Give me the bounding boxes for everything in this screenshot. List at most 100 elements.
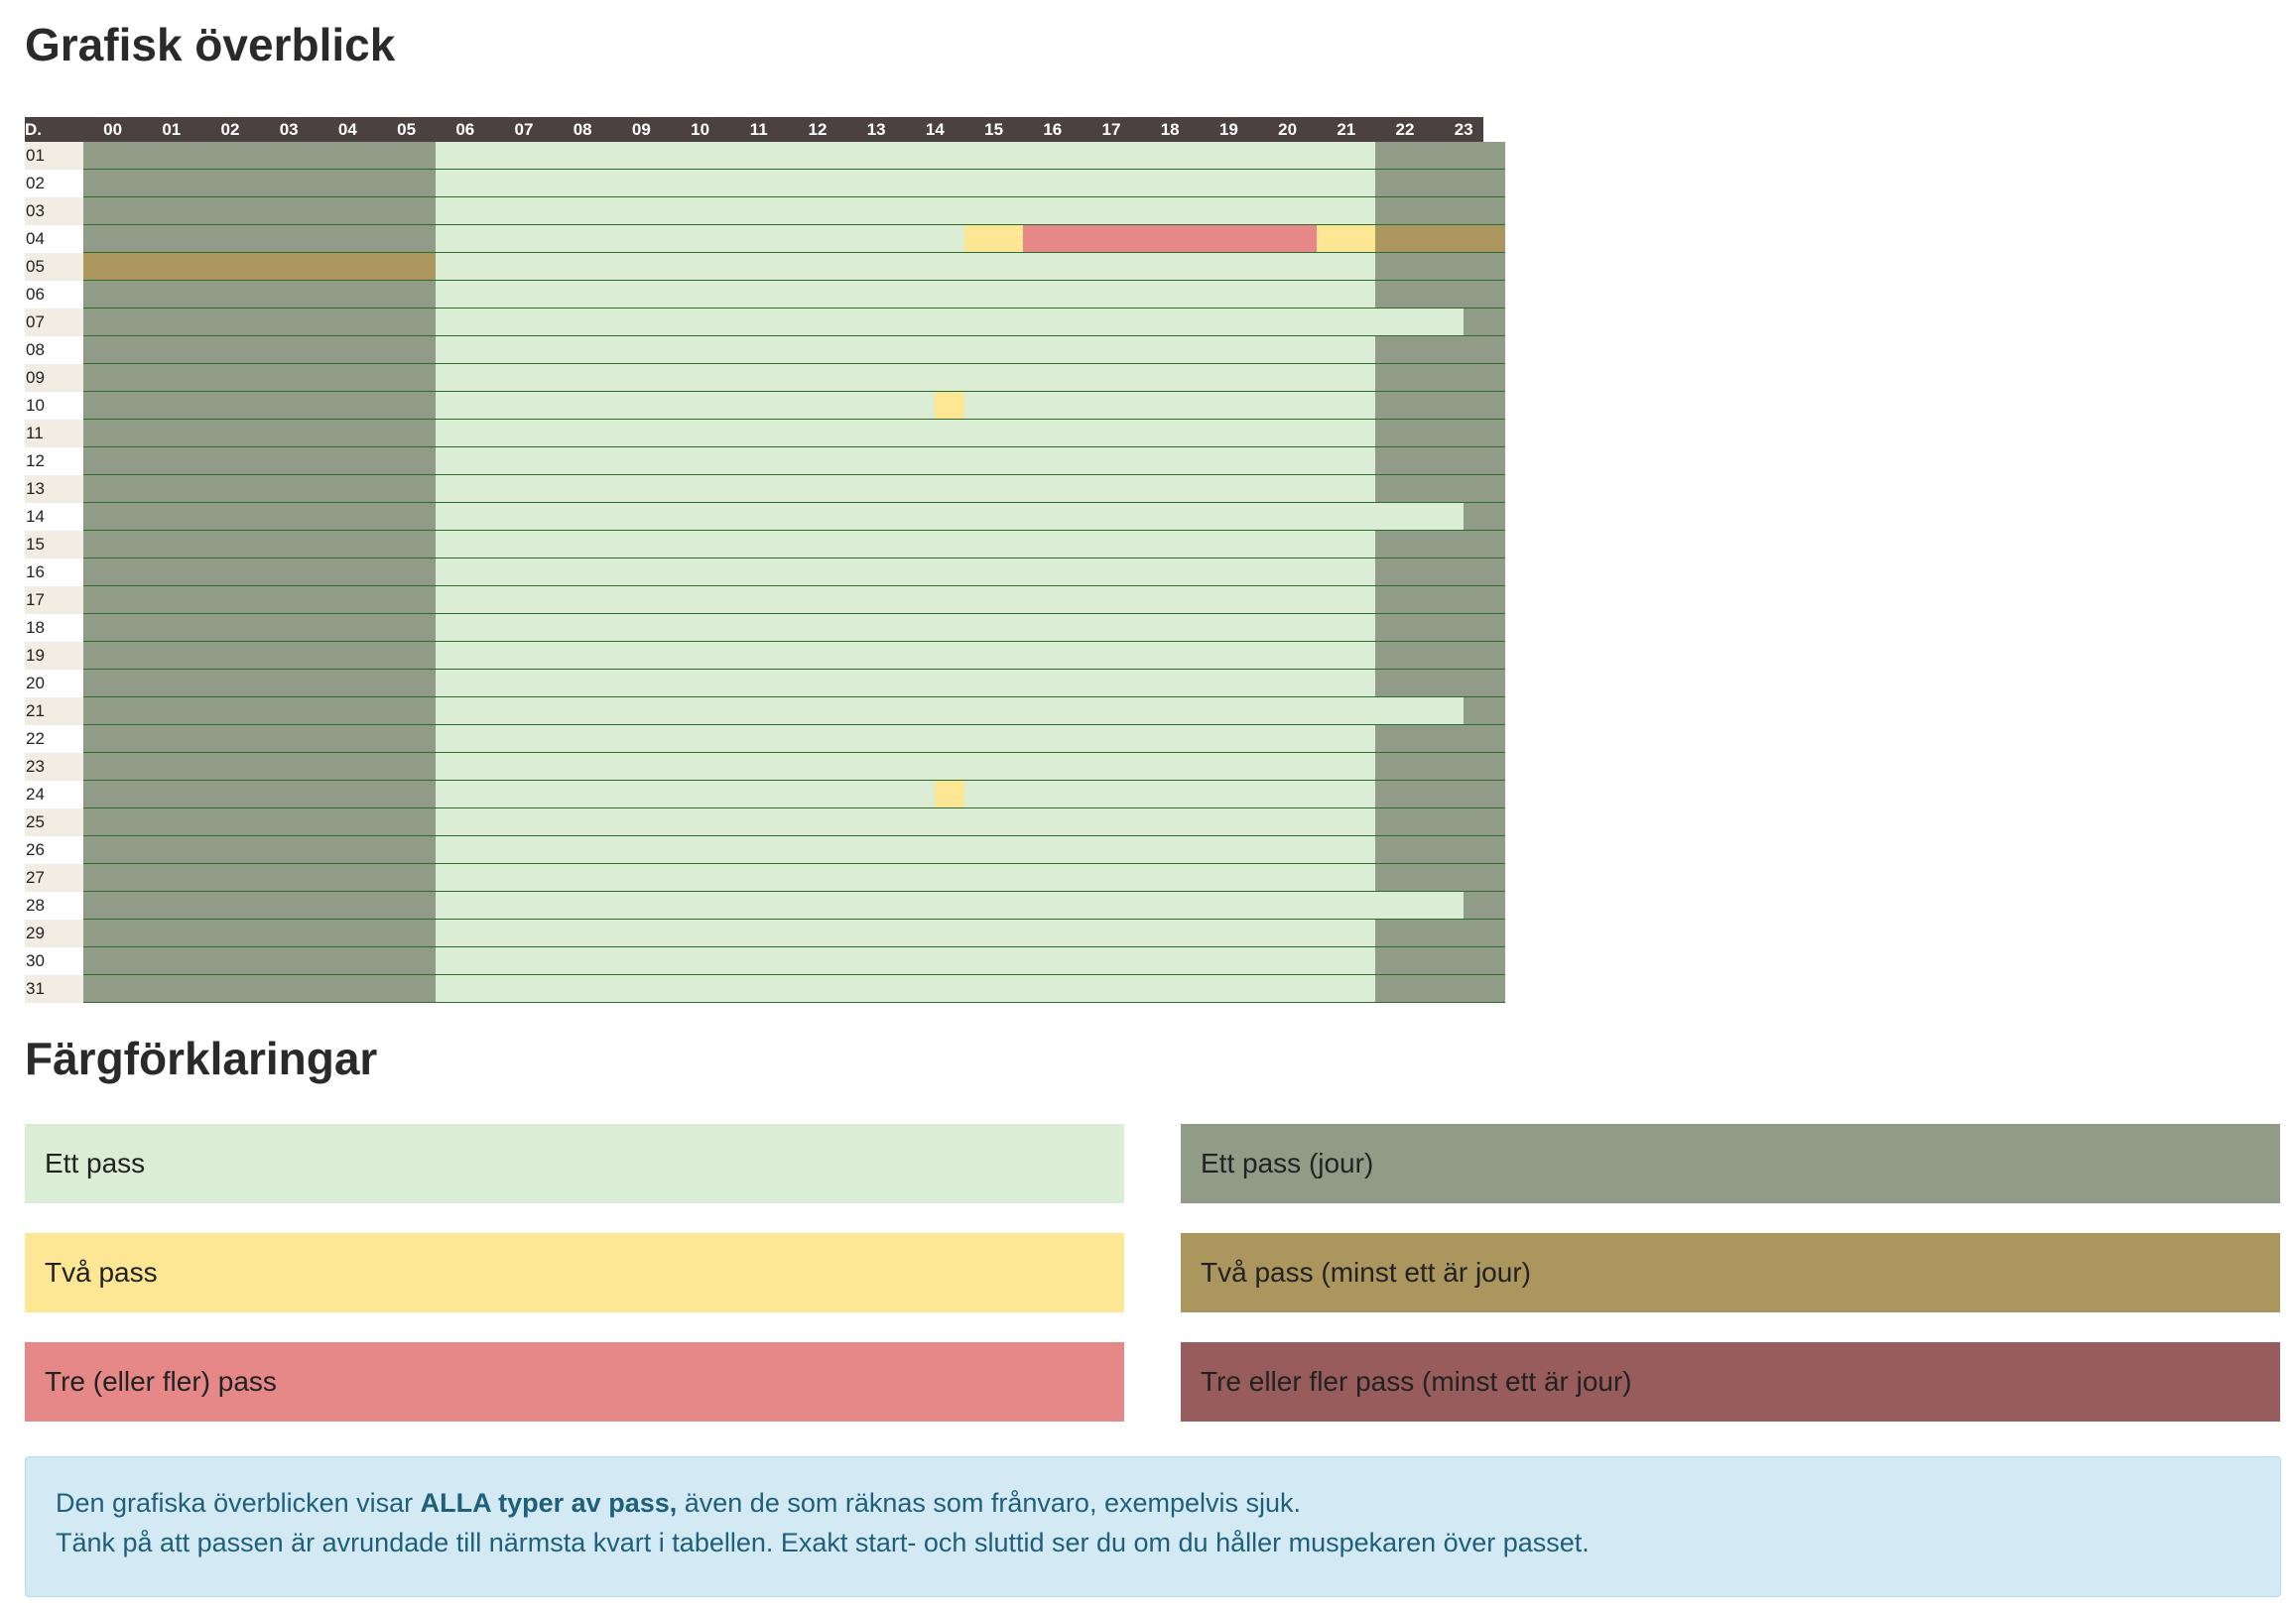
shift-block-jour[interactable]	[1375, 170, 1505, 197]
shift-block-jour[interactable]	[1375, 670, 1505, 697]
shift-block-jour[interactable]	[83, 364, 437, 392]
shift-block-jour[interactable]	[83, 781, 437, 808]
shift-block-jour[interactable]	[1375, 920, 1505, 947]
shift-block-ett[interactable]	[436, 336, 1376, 364]
shift-block-jour[interactable]	[1375, 781, 1505, 808]
shift-block-ett[interactable]	[436, 281, 1376, 309]
shift-block-jour[interactable]	[83, 947, 437, 975]
shift-block-jour[interactable]	[83, 309, 437, 336]
shift-block-jour[interactable]	[83, 753, 437, 781]
shift-block-jour[interactable]	[1375, 531, 1505, 558]
shift-block-jour[interactable]	[1375, 975, 1505, 1003]
shift-block-ett[interactable]	[436, 836, 1376, 864]
shift-block-jour[interactable]	[1464, 309, 1505, 336]
shift-block-ett[interactable]	[436, 197, 1376, 225]
shift-block-ett[interactable]	[436, 864, 1376, 892]
shift-block-ett[interactable]	[436, 503, 1465, 531]
shift-block-jour[interactable]	[83, 864, 437, 892]
shift-block-ett[interactable]	[436, 420, 1376, 447]
shift-block-jour[interactable]	[83, 142, 437, 170]
shift-block-ett[interactable]	[436, 253, 1376, 281]
shift-block-ett[interactable]	[436, 642, 1376, 670]
shift-block-jour[interactable]	[1375, 864, 1505, 892]
shift-block-jour[interactable]	[1464, 503, 1505, 531]
shift-block-jour[interactable]	[1375, 197, 1505, 225]
shift-block-jour[interactable]	[83, 531, 437, 558]
shift-block-jour[interactable]	[83, 920, 437, 947]
shift-block-jour[interactable]	[1375, 364, 1505, 392]
shift-block-jour[interactable]	[1375, 253, 1505, 281]
shift-block-jour[interactable]	[83, 697, 437, 725]
shift-block-jour[interactable]	[83, 503, 437, 531]
shift-block-ett[interactable]	[436, 558, 1376, 586]
shift-block-ett[interactable]	[436, 225, 964, 253]
shift-block-jour[interactable]	[83, 392, 437, 420]
shift-block-ett[interactable]	[436, 725, 1376, 753]
shift-block-jour[interactable]	[83, 558, 437, 586]
shift-block-ett[interactable]	[436, 670, 1376, 697]
shift-block-jour[interactable]	[83, 836, 437, 864]
shift-block-jour[interactable]	[1375, 808, 1505, 836]
shift-block-ett[interactable]	[436, 531, 1376, 558]
shift-block-jour[interactable]	[83, 670, 437, 697]
shift-block-jour[interactable]	[1375, 558, 1505, 586]
shift-block-ett[interactable]	[436, 447, 1376, 475]
shift-block-ett[interactable]	[436, 781, 936, 808]
shift-block-ett[interactable]	[436, 892, 1465, 920]
shift-block-ett[interactable]	[436, 475, 1376, 503]
shift-block-jour[interactable]	[83, 892, 437, 920]
shift-block-tva[interactable]	[1317, 225, 1376, 253]
shift-block-jour[interactable]	[1375, 947, 1505, 975]
shift-block-jour[interactable]	[1375, 836, 1505, 864]
shift-block-tre[interactable]	[1023, 225, 1318, 253]
shift-block-jour[interactable]	[83, 170, 437, 197]
shift-block-tva_jour[interactable]	[1375, 225, 1505, 253]
shift-block-ett[interactable]	[436, 309, 1465, 336]
shift-block-ett[interactable]	[436, 920, 1376, 947]
shift-block-jour[interactable]	[1375, 392, 1505, 420]
shift-block-jour[interactable]	[1375, 725, 1505, 753]
shift-block-jour[interactable]	[83, 281, 437, 309]
shift-block-ett[interactable]	[436, 753, 1376, 781]
shift-block-jour[interactable]	[1375, 447, 1505, 475]
shift-block-jour[interactable]	[83, 447, 437, 475]
shift-block-tva[interactable]	[935, 781, 964, 808]
shift-block-jour[interactable]	[83, 336, 437, 364]
shift-block-ett[interactable]	[436, 808, 1376, 836]
shift-block-jour[interactable]	[1375, 753, 1505, 781]
shift-block-jour[interactable]	[1375, 142, 1505, 170]
shift-block-ett[interactable]	[436, 170, 1376, 197]
shift-block-ett[interactable]	[436, 947, 1376, 975]
shift-block-jour[interactable]	[83, 725, 437, 753]
shift-block-ett[interactable]	[964, 392, 1376, 420]
shift-block-ett[interactable]	[436, 392, 936, 420]
shift-block-ett[interactable]	[436, 975, 1376, 1003]
shift-block-jour[interactable]	[83, 642, 437, 670]
shift-block-jour[interactable]	[1375, 614, 1505, 642]
shift-block-jour[interactable]	[83, 225, 437, 253]
shift-block-ett[interactable]	[436, 614, 1376, 642]
shift-block-jour[interactable]	[83, 420, 437, 447]
shift-block-jour[interactable]	[1375, 475, 1505, 503]
shift-block-ett[interactable]	[436, 697, 1465, 725]
shift-block-jour[interactable]	[1464, 697, 1505, 725]
shift-block-jour[interactable]	[1375, 420, 1505, 447]
shift-block-jour[interactable]	[83, 197, 437, 225]
shift-block-tva_jour[interactable]	[83, 253, 437, 281]
shift-block-jour[interactable]	[83, 475, 437, 503]
shift-block-ett[interactable]	[964, 781, 1376, 808]
shift-block-tva[interactable]	[964, 225, 1024, 253]
shift-block-jour[interactable]	[83, 614, 437, 642]
shift-block-tva[interactable]	[935, 392, 964, 420]
shift-block-jour[interactable]	[1375, 586, 1505, 614]
shift-block-jour[interactable]	[83, 808, 437, 836]
shift-block-jour[interactable]	[1375, 642, 1505, 670]
shift-block-jour[interactable]	[83, 586, 437, 614]
shift-block-ett[interactable]	[436, 364, 1376, 392]
shift-block-jour[interactable]	[1375, 336, 1505, 364]
shift-block-jour[interactable]	[1375, 281, 1505, 309]
shift-block-ett[interactable]	[436, 142, 1376, 170]
shift-block-ett[interactable]	[436, 586, 1376, 614]
shift-block-jour[interactable]	[1464, 892, 1505, 920]
shift-block-jour[interactable]	[83, 975, 437, 1003]
